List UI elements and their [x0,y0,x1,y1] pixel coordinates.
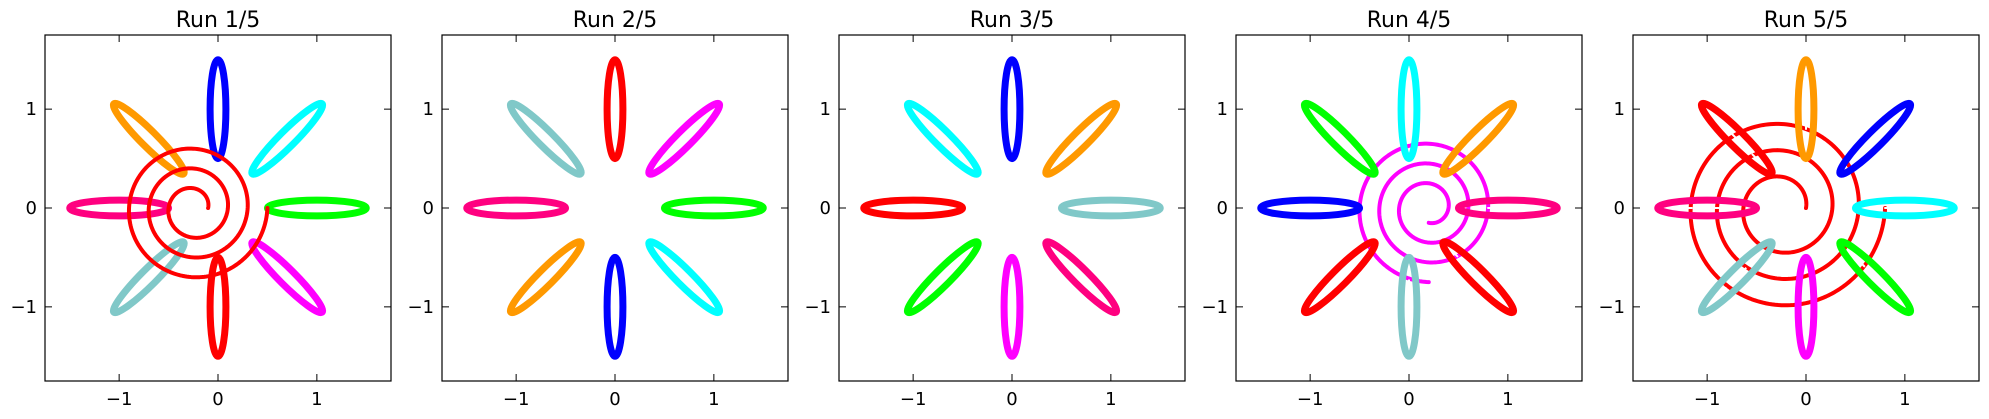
x-tick-label: 1 [1899,389,1910,410]
series-ellipse-9 [1697,99,1776,178]
series-ellipse-7 [860,196,967,220]
plot-area [66,56,370,360]
y-tick-label: −1 [1201,297,1228,318]
series-ellipse-4 [645,238,724,317]
series-ellipse-4 [1042,238,1121,317]
y-tick-label: 1 [423,99,434,120]
y-tick-label: 0 [1217,198,1228,219]
x-tick-label: 1 [1502,389,1513,410]
series-ellipse-4 [1851,196,1958,220]
series-ellipse-4 [248,238,327,317]
chart-title: Run 4/5 [1367,8,1452,33]
y-tick-label: −1 [1598,297,1625,318]
series-ellipse-9 [1300,99,1379,178]
y-tick-label: 1 [820,99,831,120]
series-ellipse-2 [248,99,327,178]
chart-title: Run 5/5 [1764,8,1849,33]
series-ellipse-3 [1439,99,1518,178]
chart-panel-3: Run 3/5 −1 0 1 −1 0 1 [804,8,1186,410]
chart-panel-2: Run 2/5 −1 0 1 −1 0 1 [407,8,789,410]
series-ellipse-6 [903,238,982,317]
chart-panel-4: Run 4/5 −1 0 1 −1 0 1 [1201,8,1583,410]
x-tick-label: 1 [311,389,322,410]
series-ellipse-5 [206,253,230,360]
series-ellipse-1 [1000,56,1024,163]
x-tick-label: −1 [503,389,530,410]
series-ellipse-3 [1836,99,1915,178]
series-ellipse-7 [1300,238,1379,317]
y-tick-label: 1 [1614,99,1625,120]
y-tick-label: 0 [820,198,831,219]
x-tick-label: 1 [708,389,719,410]
series-ellipse-6 [506,238,585,317]
series-ellipse-3 [660,196,767,220]
series-ellipse-8 [1654,196,1761,220]
series-ellipse-7 [66,196,173,220]
series-ellipse-1 [603,56,627,163]
chart-title: Run 1/5 [176,8,261,33]
series-ellipse-7 [1697,238,1776,317]
series-ellipse-5 [1439,238,1518,317]
y-tick-label: −1 [407,297,434,318]
y-tick-label: −1 [804,297,831,318]
series-ellipse-7 [463,196,570,220]
y-tick-label: −1 [10,297,37,318]
x-tick-label: −1 [900,389,927,410]
y-tick-label: 0 [26,198,37,219]
series-ellipse-8 [903,99,982,178]
chart-title: Run 2/5 [573,8,658,33]
series-spiral [126,146,270,280]
series-ellipse-3 [1057,196,1164,220]
x-tick-label: −1 [1297,389,1324,410]
plot-area [1257,56,1561,360]
series-ellipse-2 [1397,56,1421,163]
series-ellipse-8 [506,99,585,178]
series-spiral [1357,141,1491,285]
series-ellipse-5 [1000,253,1024,360]
y-tick-label: 1 [1217,99,1228,120]
x-tick-label: 1 [1105,389,1116,410]
x-tick-label: 0 [1800,389,1811,410]
plot-area [1654,56,1958,360]
series-ellipse-4 [1454,196,1561,220]
series-ellipse-2 [1042,99,1121,178]
series-ellipse-6 [1794,253,1818,360]
series-ellipse-5 [603,253,627,360]
x-tick-label: −1 [1694,389,1721,410]
series-ellipse-1 [206,56,230,163]
y-tick-label: 1 [26,99,37,120]
series-ellipse-6 [109,238,188,317]
series-ellipse-8 [1257,196,1364,220]
x-tick-label: 0 [1403,389,1414,410]
x-tick-label: 0 [1006,389,1017,410]
y-tick-label: 0 [1614,198,1625,219]
x-tick-label: 0 [609,389,620,410]
series-ellipse-3 [263,196,370,220]
series-ellipse-2 [1794,56,1818,163]
chart-panel-5: Run 5/5 −1 0 1 −1 0 1 [1598,8,1980,410]
plot-area [860,56,1164,360]
x-tick-label: −1 [106,389,133,410]
chart-title: Run 3/5 [970,8,1055,33]
y-tick-label: 0 [423,198,434,219]
series-ellipse-2 [645,99,724,178]
x-tick-label: 0 [212,389,223,410]
series-ellipse-5 [1836,238,1915,317]
series-ellipse-6 [1397,253,1421,360]
plot-area [463,56,767,360]
chart-panel-1: Run 1/5 −1 0 1 −1 0 1 [10,8,392,410]
